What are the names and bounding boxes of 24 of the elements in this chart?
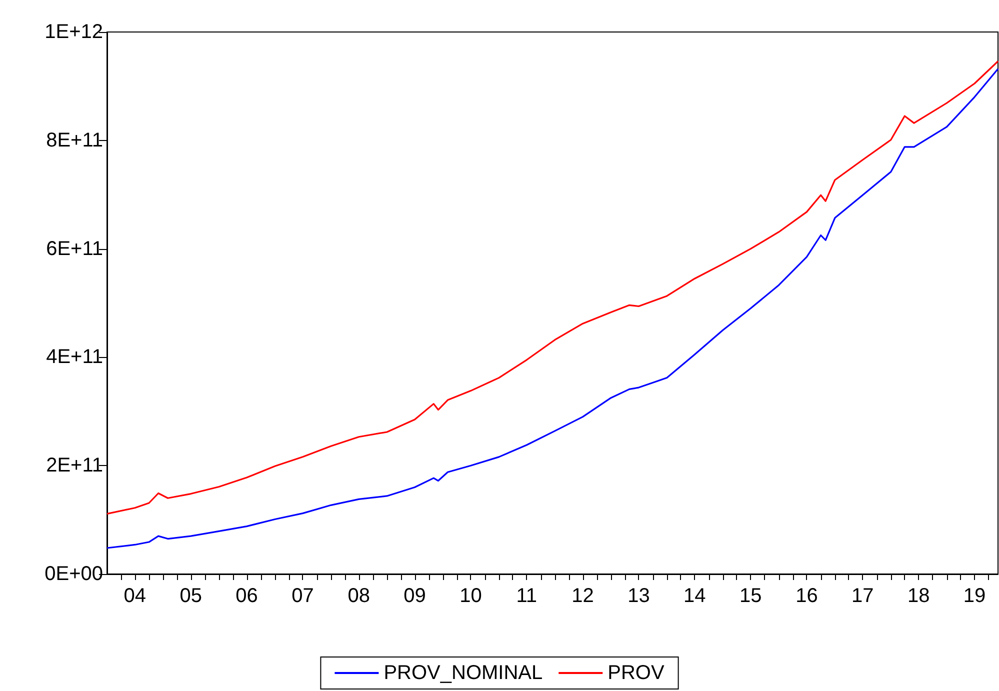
x-tick-label: 15 — [739, 585, 762, 607]
x-tick-label: 08 — [348, 585, 370, 607]
x-tick-label: 18 — [907, 585, 930, 607]
legend-label: PROV_NOMINAL — [384, 662, 543, 684]
legend-label: PROV — [608, 662, 665, 684]
x-tick-label: 16 — [796, 585, 818, 607]
x-tick-label: 13 — [628, 585, 650, 607]
x-tick-label: 19 — [963, 585, 986, 607]
x-tick-label: 09 — [404, 585, 426, 607]
y-tick-label: 4E+11 — [46, 346, 103, 368]
y-tick-label: 6E+11 — [46, 238, 103, 260]
y-tick-label: 1E+12 — [44, 21, 103, 43]
x-tick-label: 11 — [516, 585, 538, 607]
x-tick-label: 12 — [572, 585, 594, 607]
x-tick-label: 17 — [852, 585, 874, 607]
x-tick-label: 14 — [684, 585, 706, 607]
x-tick-label: 07 — [292, 585, 314, 607]
y-tick-label: 2E+11 — [46, 454, 103, 477]
x-tick-label: 04 — [124, 585, 146, 607]
x-tick-label: 06 — [236, 585, 258, 607]
y-tick-label: 0E+00 — [44, 563, 103, 585]
y-tick-label: 8E+11 — [46, 129, 103, 152]
x-tick-label: 10 — [460, 585, 482, 607]
x-tick-label: 05 — [180, 585, 202, 607]
